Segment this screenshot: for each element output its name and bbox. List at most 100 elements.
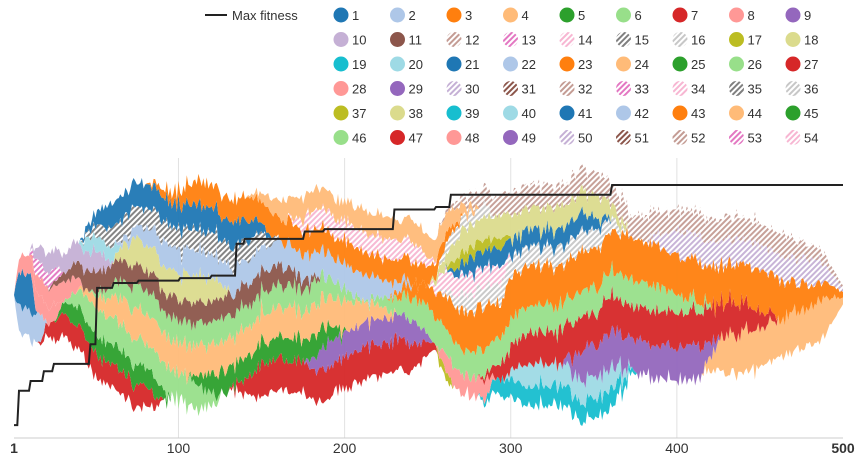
legend-swatch-2 [390, 7, 405, 23]
legend-label-30: 30 [465, 82, 479, 97]
legend-label-27: 27 [804, 57, 818, 72]
legend-label-1: 1 [352, 8, 359, 23]
legend-label-19: 19 [352, 57, 366, 72]
legend-label-44: 44 [748, 106, 762, 121]
legend-label-48: 48 [465, 131, 479, 146]
area-series-22 [14, 223, 843, 318]
legend-label-5: 5 [578, 8, 585, 23]
legend-label-4: 4 [522, 8, 529, 23]
legend-swatch-44 [729, 105, 744, 121]
legend-label-9: 9 [804, 8, 811, 23]
legend-swatch-34 [672, 81, 688, 96]
series-areas [14, 164, 843, 426]
legend-swatch-23 [559, 56, 575, 72]
legend-label-10: 10 [352, 33, 366, 48]
legend-label-24: 24 [635, 57, 649, 72]
legend-swatch-20 [390, 56, 405, 72]
x-axis: 1 100 200 300 400 500 [10, 437, 855, 456]
legend-swatch-31 [503, 81, 518, 96]
legend-swatch-42 [616, 105, 631, 121]
max-fitness-line [14, 184, 843, 427]
legend-swatch-46 [333, 130, 349, 145]
legend-swatch-13 [503, 32, 518, 47]
legend-swatch-22 [503, 56, 518, 72]
legend-label-40: 40 [522, 106, 536, 121]
legend-swatch-39 [446, 105, 462, 121]
legend-label-31: 31 [522, 82, 536, 97]
legend-label-35: 35 [748, 82, 762, 97]
legend-swatch-8 [729, 7, 744, 23]
legend-label-15: 15 [635, 33, 649, 48]
legend-swatch-49 [503, 130, 518, 145]
legend-swatch-19 [333, 56, 349, 72]
legend-label-43: 43 [691, 106, 705, 121]
legend-swatch-35 [729, 81, 744, 96]
x-tick-label-500: 500 [831, 440, 855, 456]
legend-swatch-53 [729, 130, 744, 145]
area-series-45 [14, 268, 843, 426]
area-series-12 [14, 164, 843, 295]
x-tick-label-400: 400 [665, 440, 689, 456]
legend-swatch-38 [390, 105, 405, 121]
legend-swatch-10 [333, 32, 349, 47]
legend-label-50: 50 [578, 131, 592, 146]
legend-swatch-50 [559, 130, 575, 145]
legend-label-46: 46 [352, 131, 366, 146]
legend-swatch-9 [785, 7, 801, 23]
legend-swatch-43 [672, 105, 688, 121]
area-series-4 [14, 268, 843, 426]
legend-label-36: 36 [804, 82, 818, 97]
area-series-27 [14, 252, 843, 386]
area-series-23 [14, 173, 843, 295]
legend-label-12: 12 [465, 33, 479, 48]
area-series-47 [14, 268, 843, 426]
area-series-49 [14, 252, 843, 405]
legend-swatch-18 [785, 32, 801, 47]
legend-swatch-52 [672, 130, 688, 145]
legend-swatch-32 [559, 81, 575, 96]
legend-label-7: 7 [691, 8, 698, 23]
legend-swatch-21 [446, 56, 462, 72]
legend-swatch-33 [616, 81, 631, 96]
area-series-3 [14, 226, 843, 356]
legend: Max fitness 1 2 3 4 5 6 7 8 910 11 12 13 14 15 16 17 1819… [205, 7, 818, 146]
legend-swatch-30 [446, 81, 462, 96]
area-series-11 [14, 226, 843, 331]
legend-label-54: 54 [804, 131, 818, 146]
area-series-18 [14, 226, 843, 318]
legend-swatch-48 [446, 130, 462, 145]
legend-label-14: 14 [578, 33, 592, 48]
legend-swatch-1 [333, 7, 349, 23]
legend-label-2: 2 [409, 8, 416, 23]
legend-label-41: 41 [578, 106, 592, 121]
legend-label-22: 22 [522, 57, 536, 72]
legend-label-49: 49 [522, 131, 536, 146]
legend-swatch-25 [672, 56, 688, 72]
legend-swatch-51 [616, 130, 631, 145]
legend-label-29: 29 [409, 82, 423, 97]
legend-label-39: 39 [465, 106, 479, 121]
legend-swatch-54 [785, 130, 801, 145]
legend-swatch-36 [785, 81, 801, 96]
x-tick-label-300: 300 [499, 440, 523, 456]
legend-max-fitness-label: Max fitness [232, 8, 298, 23]
legend-label-42: 42 [635, 106, 649, 121]
legend-swatch-47 [390, 130, 405, 145]
legend-label-33: 33 [635, 82, 649, 97]
x-tick-label-1: 1 [10, 440, 18, 456]
legend-label-47: 47 [409, 131, 423, 146]
legend-swatch-12 [446, 32, 462, 47]
area-series-50 [14, 173, 843, 295]
legend-label-32: 32 [578, 82, 592, 97]
legend-label-20: 20 [409, 57, 423, 72]
area-series-26 [14, 252, 843, 405]
legend-swatch-45 [785, 105, 801, 121]
legend-swatch-27 [785, 56, 801, 72]
legend-swatch-41 [559, 105, 575, 121]
legend-swatch-5 [559, 7, 575, 23]
legend-swatch-29 [390, 81, 405, 96]
legend-label-17: 17 [748, 33, 762, 48]
legend-label-34: 34 [691, 82, 705, 97]
legend-swatch-24 [616, 56, 631, 72]
